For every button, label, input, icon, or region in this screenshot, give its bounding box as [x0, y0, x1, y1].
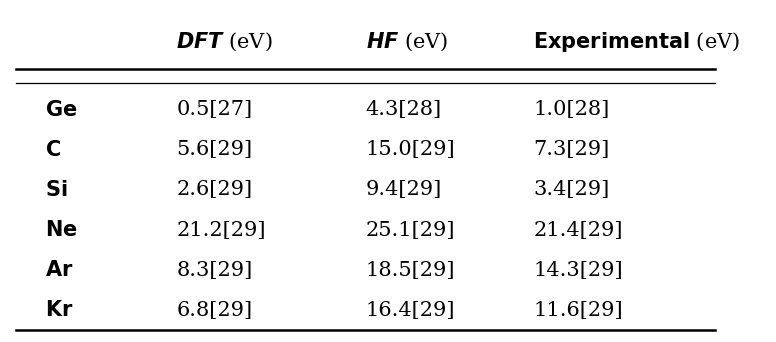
- Text: 21.4[29]: 21.4[29]: [533, 221, 623, 239]
- Text: $\mathbf{Kr}$: $\mathbf{Kr}$: [45, 300, 74, 320]
- Text: 4.3[28]: 4.3[28]: [365, 101, 442, 119]
- Text: $\mathbf{Ge}$: $\mathbf{Ge}$: [45, 100, 78, 120]
- Text: 0.5[27]: 0.5[27]: [176, 101, 252, 119]
- Text: 16.4[29]: 16.4[29]: [365, 301, 456, 319]
- Text: $\mathbf{Si}$: $\mathbf{Si}$: [45, 180, 68, 200]
- Text: $\mathbf{Experimental}$ (eV): $\mathbf{Experimental}$ (eV): [533, 30, 740, 54]
- Text: $\mathbf{C}$: $\mathbf{C}$: [45, 140, 61, 160]
- Text: 21.2[29]: 21.2[29]: [176, 221, 265, 239]
- Text: $\bfit{HF}$ (eV): $\bfit{HF}$ (eV): [365, 31, 449, 53]
- Text: 15.0[29]: 15.0[29]: [365, 141, 456, 159]
- Text: 2.6[29]: 2.6[29]: [176, 181, 252, 199]
- Text: 14.3[29]: 14.3[29]: [533, 261, 623, 279]
- Text: 6.8[29]: 6.8[29]: [176, 301, 252, 319]
- Text: 18.5[29]: 18.5[29]: [365, 261, 456, 279]
- Text: 8.3[29]: 8.3[29]: [176, 261, 252, 279]
- Text: 3.4[29]: 3.4[29]: [533, 181, 609, 199]
- Text: 1.0[28]: 1.0[28]: [533, 101, 609, 119]
- Text: $\mathbf{Ne}$: $\mathbf{Ne}$: [45, 220, 78, 240]
- Text: $\bfit{DFT}$ (eV): $\bfit{DFT}$ (eV): [176, 31, 273, 53]
- Text: 9.4[29]: 9.4[29]: [365, 181, 442, 199]
- Text: 25.1[29]: 25.1[29]: [365, 221, 456, 239]
- Text: 7.3[29]: 7.3[29]: [533, 141, 609, 159]
- Text: $\mathbf{Ar}$: $\mathbf{Ar}$: [45, 260, 74, 280]
- Text: 11.6[29]: 11.6[29]: [533, 301, 623, 319]
- Text: 5.6[29]: 5.6[29]: [176, 141, 252, 159]
